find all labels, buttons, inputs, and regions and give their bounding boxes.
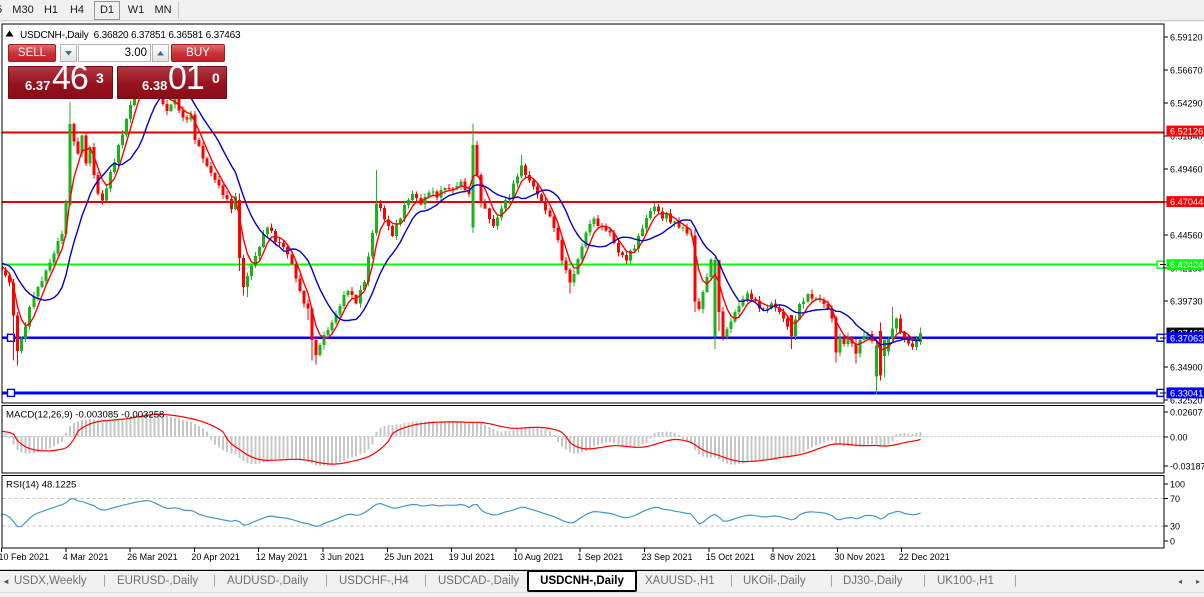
- svg-text:-0.03187: -0.03187: [1170, 462, 1204, 472]
- svg-text:USDCNH-,Daily 6.36820 6.37851: USDCNH-,Daily 6.36820 6.37851 6.36581 6.…: [20, 30, 241, 41]
- svg-text:20 Apr 2021: 20 Apr 2021: [191, 552, 240, 562]
- svg-text:23 Sep 2021: 23 Sep 2021: [642, 552, 693, 562]
- svg-text:6.59120: 6.59120: [1170, 33, 1203, 43]
- svg-text:25 Jun 2021: 25 Jun 2021: [384, 552, 434, 562]
- svg-text:6.39730: 6.39730: [1170, 297, 1203, 307]
- svg-text:6.49460: 6.49460: [1170, 165, 1203, 175]
- svg-text:10 Aug 2021: 10 Aug 2021: [513, 552, 564, 562]
- svg-text:26 Mar 2021: 26 Mar 2021: [127, 552, 178, 562]
- svg-text:MACD(12,26,9) -0.003085 -0.003: MACD(12,26,9) -0.003085 -0.003258: [6, 410, 164, 421]
- svg-text:6.54290: 6.54290: [1170, 99, 1203, 109]
- svg-text:6.34900: 6.34900: [1170, 363, 1203, 373]
- svg-text:30: 30: [1170, 522, 1180, 532]
- svg-text:100: 100: [1170, 480, 1185, 490]
- svg-text:15 Oct 2021: 15 Oct 2021: [706, 552, 755, 562]
- svg-text:6.44560: 6.44560: [1170, 231, 1203, 241]
- svg-text:6.56670: 6.56670: [1170, 66, 1203, 76]
- svg-text:4 Mar 2021: 4 Mar 2021: [63, 552, 109, 562]
- svg-text:30 Nov 2021: 30 Nov 2021: [834, 552, 885, 562]
- svg-text:19 Jul 2021: 19 Jul 2021: [449, 552, 496, 562]
- svg-text:6.52126: 6.52126: [1170, 127, 1203, 137]
- svg-text:RSI(14) 48.1225: RSI(14) 48.1225: [6, 480, 76, 491]
- svg-text:22 Dec 2021: 22 Dec 2021: [899, 552, 950, 562]
- svg-text:6.33041: 6.33041: [1170, 388, 1203, 398]
- svg-text:10 Feb 2021: 10 Feb 2021: [0, 552, 49, 562]
- svg-text:0.02607: 0.02607: [1170, 408, 1203, 418]
- svg-text:6.37063: 6.37063: [1170, 333, 1203, 343]
- svg-text:6.42424: 6.42424: [1170, 260, 1203, 270]
- svg-text:70: 70: [1170, 494, 1180, 504]
- svg-text:0: 0: [1170, 537, 1175, 547]
- svg-text:6.47044: 6.47044: [1170, 197, 1203, 207]
- svg-text:1 Sep 2021: 1 Sep 2021: [577, 552, 623, 562]
- svg-text:6.32520: 6.32520: [1170, 396, 1203, 406]
- svg-text:3 Jun 2021: 3 Jun 2021: [320, 552, 365, 562]
- svg-text:8 Nov 2021: 8 Nov 2021: [770, 552, 816, 562]
- svg-text:0.00: 0.00: [1170, 433, 1188, 443]
- svg-text:12 May 2021: 12 May 2021: [256, 552, 308, 562]
